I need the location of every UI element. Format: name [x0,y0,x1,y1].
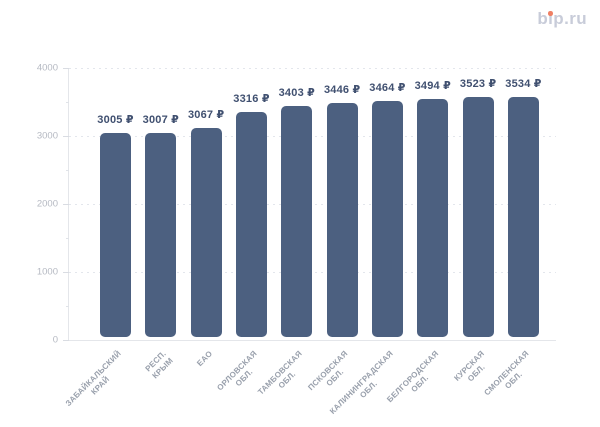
bars-layer: 3005 ₽ 3007 ₽ 3067 ₽ 3316 ₽ 3403 ₽ 3446 ₽ 3464… [69,68,556,340]
y-axis-label: 3000 [36,130,58,142]
bar: 3446 ₽ [324,84,360,337]
gridline [69,204,556,205]
bar-value-label: 3494 ₽ [414,80,451,93]
bar: 3005 ₽ [97,114,133,337]
gridline [69,136,556,137]
y-tick-major [63,272,69,273]
y-tick-minor [66,102,69,103]
bar: 3523 ₽ [460,78,496,337]
bip-logo: bıp.ru [537,9,587,29]
y-tick-minor [66,238,69,239]
bar-value-label: 3534 ₽ [505,77,542,90]
bar-value-label: 3464 ₽ [369,82,406,95]
bar-value-label: 3403 ₽ [278,86,316,99]
x-axis-label: КУРСКАЯ ОБЛ. [452,349,487,384]
y-axis-label: 2000 [36,198,58,210]
bar-value-label: 3523 ₽ [459,78,497,91]
x-axis: ЗАБАЙКАЛЬСКИЙ КРАЙ РЕСП. КРЫМ ЕАО ОРЛОВСКАЯ… [64,347,555,427]
bar: 3316 ₽ [233,93,269,337]
x-axis-label: ТАМБОВСКАЯ ОБЛ. [256,349,304,397]
plot-area: 0 1000 2000 3000 4000 3005 ₽ 3007 ₽ 3067 ₽ 3316… [37,63,556,346]
y-tick-major [63,340,69,341]
bar-value-label: 3316 ₽ [233,92,270,105]
gridline [69,68,556,69]
y-tick-major [63,136,69,137]
bip-logo-text: bıp.ru [537,9,587,28]
bar: 3067 ₽ [188,109,224,337]
bar-value-label: 3067 ₽ [187,109,225,122]
x-axis-label: ЗАБАЙКАЛЬСКИЙ КРАЙ [63,349,123,409]
y-tick-minor [66,306,69,307]
bar: 3007 ₽ [143,114,179,337]
bar-value-label: 3007 ₽ [142,113,180,126]
y-axis-label: 0 [52,334,58,346]
gridline [69,272,556,273]
y-tick-major [63,204,69,205]
y-axis-label: 1000 [36,266,58,278]
logo-i-dot [548,11,553,16]
bar-value-label: 3446 ₽ [323,83,361,96]
x-axis-label: ЕАО [194,349,214,368]
y-axis-label: 4000 [36,62,58,74]
x-axis-label: СМОЛЕНСКАЯ ОБЛ. [482,349,531,398]
y-tick-major [63,68,69,69]
bar: 3464 ₽ [369,82,405,337]
bar: 3494 ₽ [415,80,451,337]
bar: 3403 ₽ [279,87,315,337]
bar: 3534 ₽ [505,78,541,337]
y-tick-minor [66,170,69,171]
x-axis-label: РЕСП. КРЫМ [143,349,175,381]
bar-value-label: 3005 ₽ [97,113,134,126]
